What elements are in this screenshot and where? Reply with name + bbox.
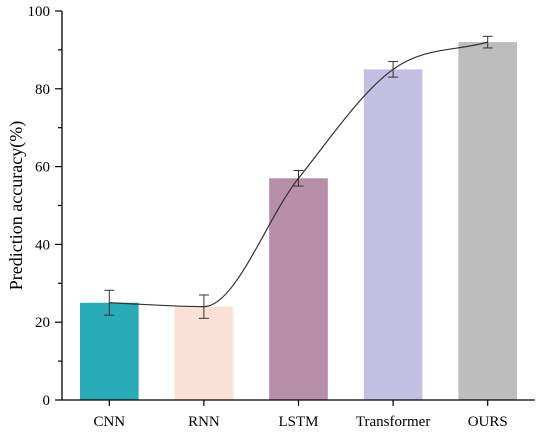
x-tick-label: OURS [468,414,508,430]
y-tick-label: 60 [35,160,50,176]
x-tick-label: RNN [188,414,220,430]
bar-transformer [363,69,423,400]
bars-group [79,42,518,401]
bar-ours [458,42,518,401]
y-axis-title: Prediction accuracy(%) [6,121,27,290]
y-tick-label: 100 [28,4,51,20]
x-tick-label: LSTM [278,414,318,430]
error-bars-group [104,35,493,319]
y-tick-label: 0 [43,393,51,409]
y-tick-label: 20 [35,315,50,331]
x-ticks-group: CNN RNN LSTM Transformer OURS [93,400,508,430]
y-tick-label: 80 [35,82,50,98]
trend-curve [109,41,488,308]
y-tick-label: 40 [35,237,50,253]
y-ticks-group: 0 20 40 60 80 100 [28,4,62,409]
bar-cnn [79,302,139,400]
bar-rnn [174,306,234,400]
x-tick-label: Transformer [356,414,430,430]
x-tick-label: CNN [93,414,125,430]
bar-lstm [269,178,328,400]
